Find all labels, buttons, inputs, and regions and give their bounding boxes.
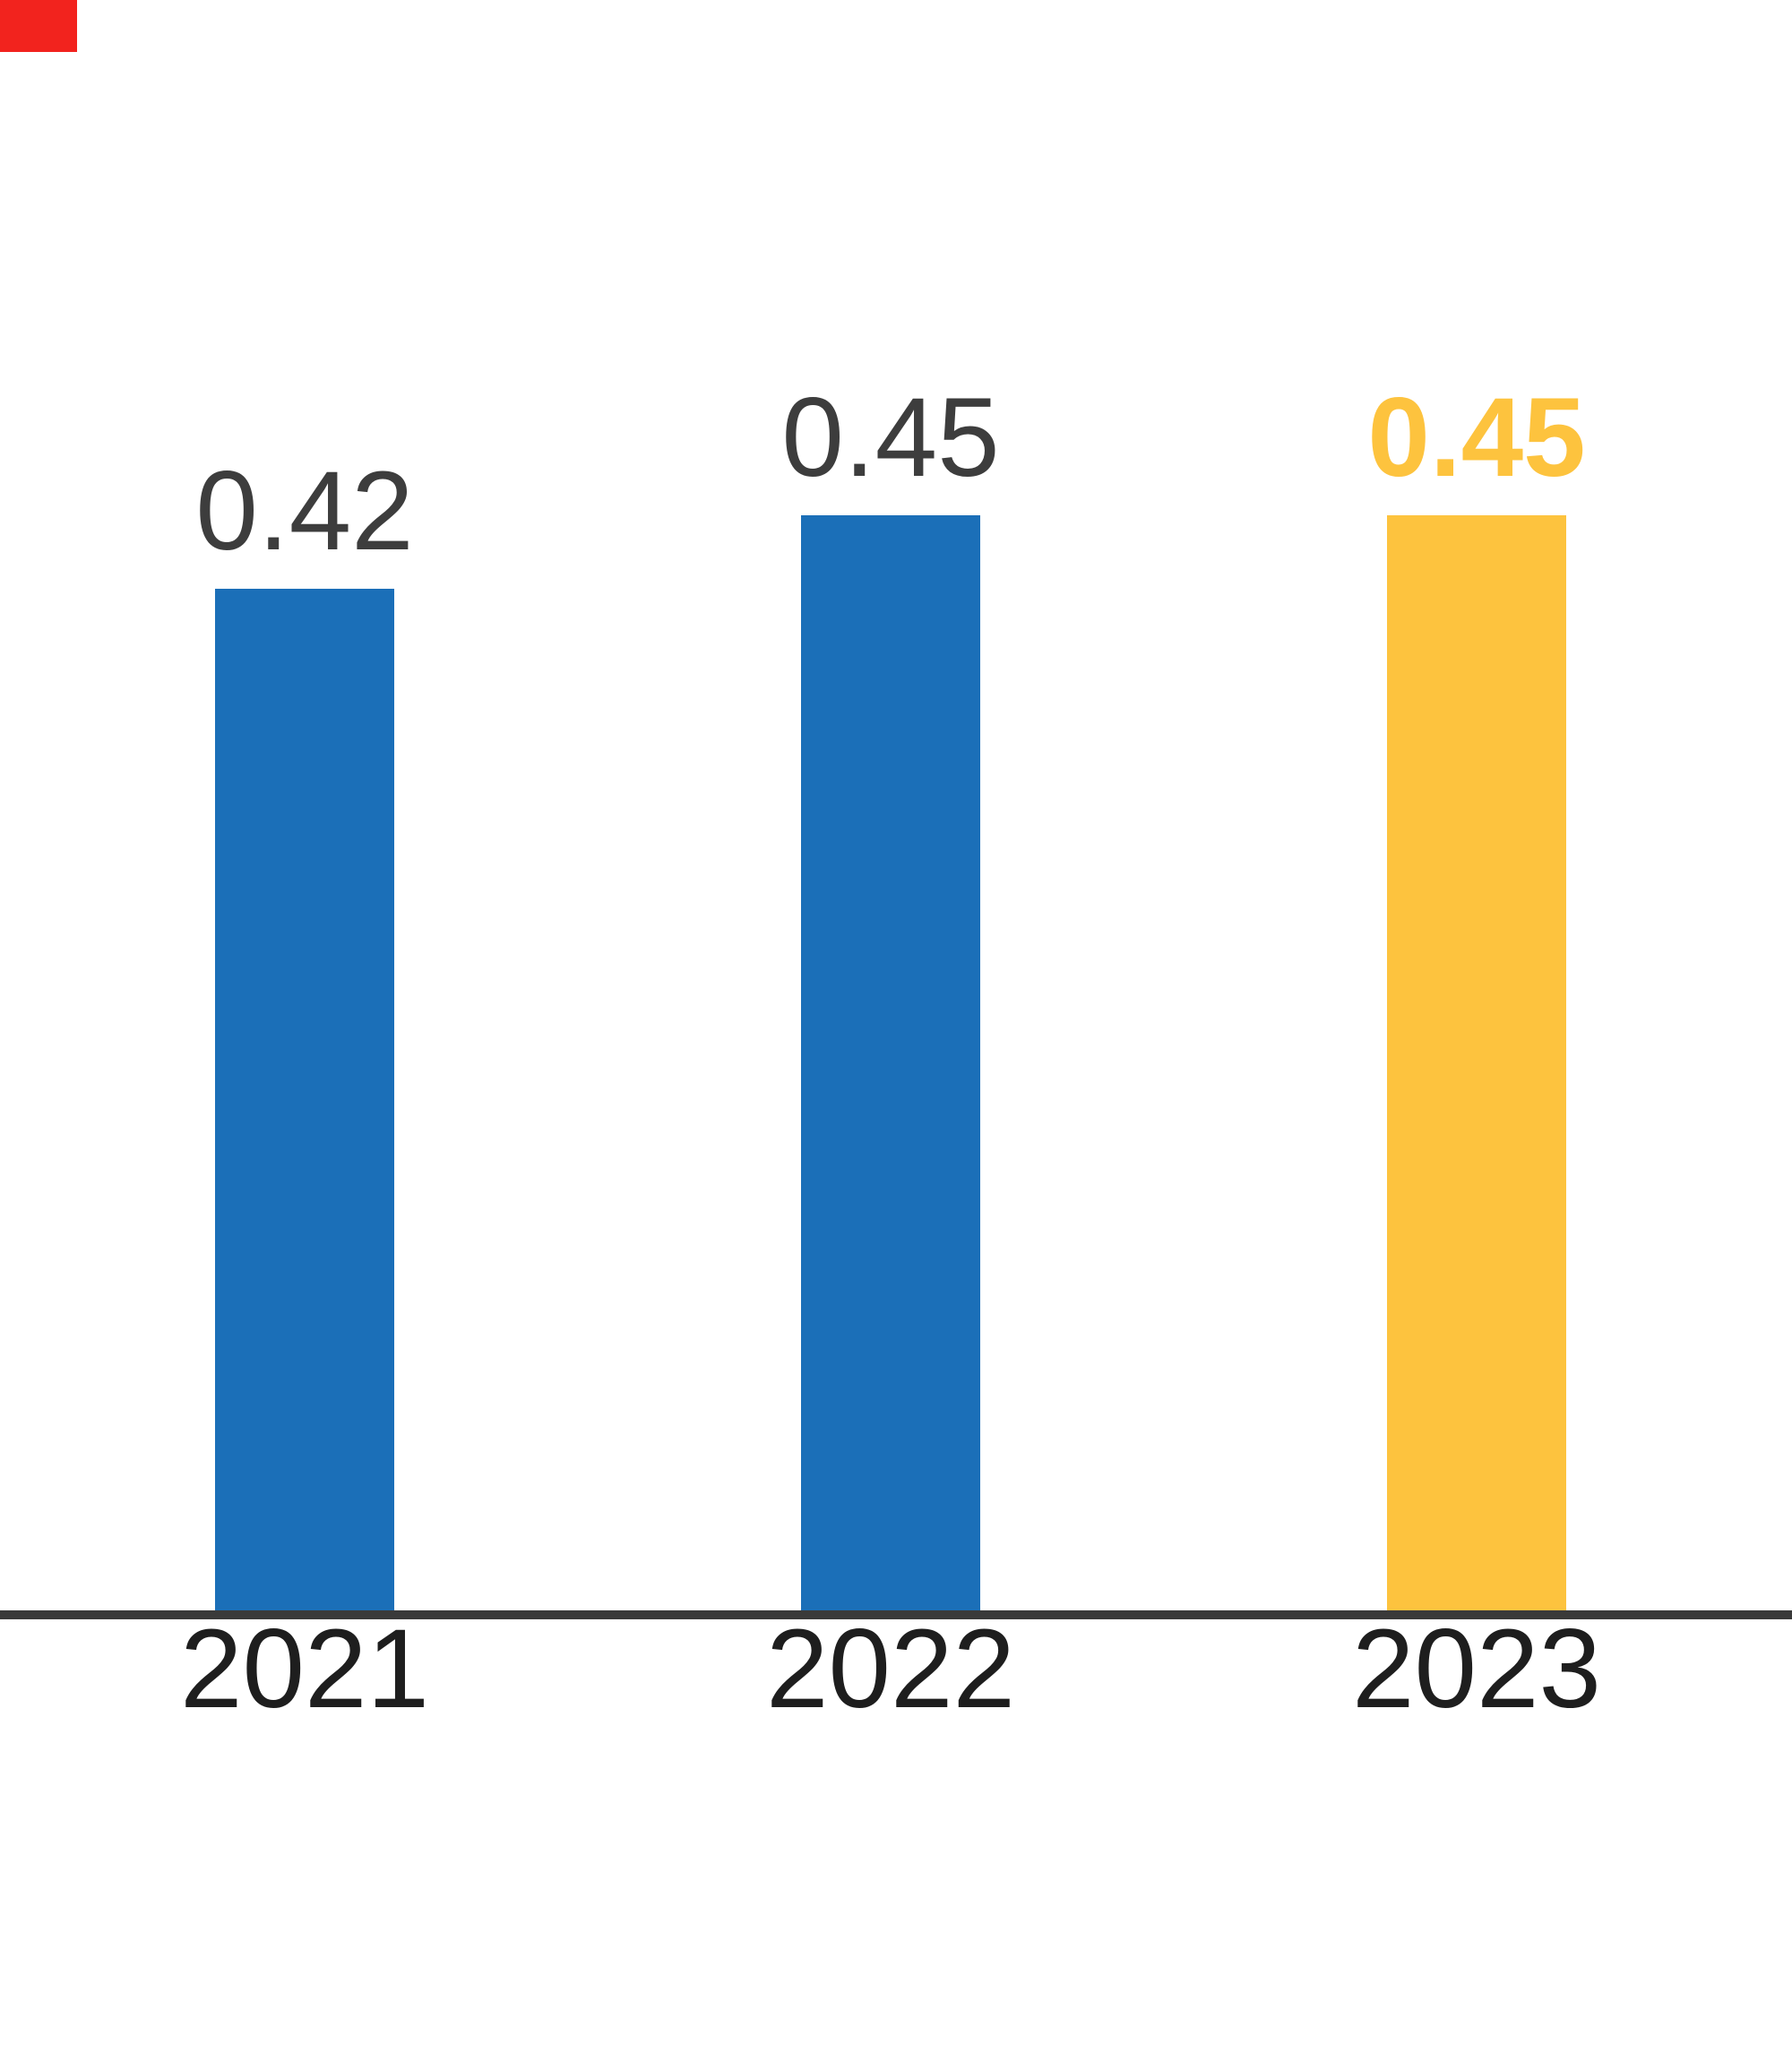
x-tick-label-2023: 2023	[1351, 1607, 1602, 1731]
x-tick-label-2021: 2021	[179, 1607, 430, 1731]
bar-2021	[215, 589, 394, 1610]
corner-marker	[0, 0, 77, 52]
value-label-2022: 0.45	[781, 375, 1000, 500]
bar-2022	[801, 515, 980, 1610]
x-axis-line	[0, 1610, 1792, 1619]
x-tick-label-2022: 2022	[765, 1607, 1016, 1731]
value-label-2021: 0.42	[195, 449, 414, 574]
bar-2023	[1387, 515, 1566, 1610]
value-label-2023: 0.45	[1367, 375, 1586, 500]
